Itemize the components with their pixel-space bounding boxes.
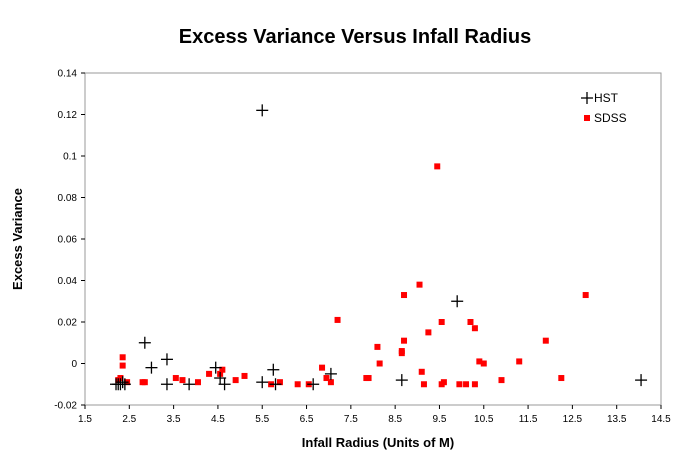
- x-axis-label: Infall Radius (Units of M): [302, 435, 454, 450]
- plot-points: [110, 104, 648, 391]
- sdss-point: [471, 325, 478, 332]
- sdss-point: [456, 381, 463, 388]
- hst-point: [218, 378, 231, 391]
- sdss-point: [206, 370, 213, 377]
- sdss-point: [117, 375, 124, 382]
- legend: HST SDSS: [581, 91, 627, 125]
- y-tick-label: 0.14: [58, 69, 78, 80]
- sdss-point: [172, 375, 179, 382]
- y-axis: -0.02 0 0.02 0.04 0.06 0.08 0.1 0.12 0.14: [54, 69, 85, 412]
- sdss-point: [434, 163, 441, 170]
- x-tick-label: 11.5: [519, 414, 538, 425]
- x-tick-label: 3.5: [167, 414, 181, 425]
- legend-label-hst: HST: [594, 91, 619, 105]
- hst-point: [451, 295, 464, 308]
- hst-point: [307, 378, 320, 391]
- sdss-point: [219, 366, 226, 373]
- y-tick-label: 0.06: [58, 235, 78, 246]
- sdss-point: [440, 379, 447, 386]
- sdss-point: [319, 364, 326, 371]
- sdss-point: [119, 354, 126, 361]
- hst-point: [116, 376, 129, 389]
- y-tick-label: 0.08: [58, 193, 78, 204]
- sdss-point: [327, 379, 334, 386]
- x-tick-label: 12.5: [563, 414, 583, 425]
- sdss-point: [438, 319, 445, 325]
- x-tick-label: 1.5: [78, 414, 92, 425]
- chart-title: Excess Variance Versus Infall Radius: [179, 26, 531, 48]
- sdss-point: [420, 381, 427, 388]
- y-tick-label: 0.1: [63, 152, 77, 163]
- sdss-point: [425, 329, 432, 336]
- sdss-point: [416, 281, 423, 288]
- plot-area: [84, 72, 662, 406]
- hst-point: [256, 376, 269, 389]
- x-axis: 1.5 2.5 3.5 4.5 5.5 6.5 7.5 8.5 9.5 10.5 11.5 12.5 1…: [78, 405, 671, 425]
- sdss-point: [463, 381, 470, 388]
- sdss-point: [558, 375, 565, 382]
- sdss-point: [498, 377, 505, 384]
- hst-point: [214, 372, 227, 385]
- legend-marker-hst: [581, 92, 593, 104]
- hst-point: [209, 361, 222, 374]
- sdss-point: [376, 360, 383, 367]
- sdss-point: [542, 337, 549, 344]
- sdss-point: [471, 381, 478, 388]
- hst-point: [138, 336, 151, 349]
- hst-point: [395, 374, 408, 387]
- sdss-point: [365, 375, 372, 382]
- sdss-point: [179, 377, 186, 384]
- hst-point: [183, 378, 196, 391]
- x-tick-label: 13.5: [607, 414, 627, 425]
- sdss-point: [480, 360, 487, 367]
- y-tick-label: -0.02: [54, 401, 77, 412]
- x-tick-label: 8.5: [388, 414, 402, 425]
- sdss-point: [241, 372, 248, 379]
- hst-point: [160, 378, 173, 391]
- hst-point: [269, 378, 282, 391]
- hst-point: [118, 378, 131, 391]
- y-tick-label: 0.04: [58, 276, 78, 287]
- x-tick-label: 5.5: [255, 414, 269, 425]
- sdss-point: [476, 358, 483, 365]
- sdss-point: [374, 343, 381, 350]
- sdss-point: [582, 292, 589, 299]
- sdss-point: [467, 319, 474, 325]
- sdss-point: [119, 362, 126, 369]
- hst-point: [267, 363, 280, 376]
- x-tick-label: 14.5: [651, 414, 671, 425]
- x-tick-label: 2.5: [122, 414, 136, 425]
- x-tick-label: 7.5: [344, 414, 358, 425]
- hst-point: [324, 367, 337, 380]
- sdss-point: [294, 381, 301, 388]
- sdss-point: [141, 379, 148, 386]
- hst-point: [160, 353, 173, 366]
- sdss-point: [276, 379, 283, 386]
- hst-point: [145, 361, 158, 374]
- y-tick-label: 0: [71, 359, 77, 370]
- x-tick-label: 10.5: [474, 414, 494, 425]
- sdss-point: [516, 358, 523, 365]
- legend-label-sdss: SDSS: [594, 111, 627, 125]
- sdss-point: [323, 375, 330, 382]
- sdss-point: [232, 377, 239, 384]
- sdss-point: [401, 337, 408, 344]
- y-tick-label: 0.02: [58, 318, 78, 329]
- sdss-point: [398, 350, 405, 357]
- hst-point: [635, 374, 648, 387]
- x-tick-label: 9.5: [433, 414, 447, 425]
- sdss-point: [418, 368, 425, 375]
- sdss-point: [194, 379, 201, 386]
- sdss-point: [401, 292, 408, 299]
- x-tick-label: 4.5: [211, 414, 225, 425]
- x-tick-label: 6.5: [300, 414, 314, 425]
- legend-marker-sdss: [584, 115, 590, 121]
- y-axis-label: Excess Variance: [10, 188, 25, 290]
- y-tick-label: 0.12: [58, 110, 78, 121]
- hst-point: [256, 104, 269, 117]
- sdss-point: [334, 316, 341, 323]
